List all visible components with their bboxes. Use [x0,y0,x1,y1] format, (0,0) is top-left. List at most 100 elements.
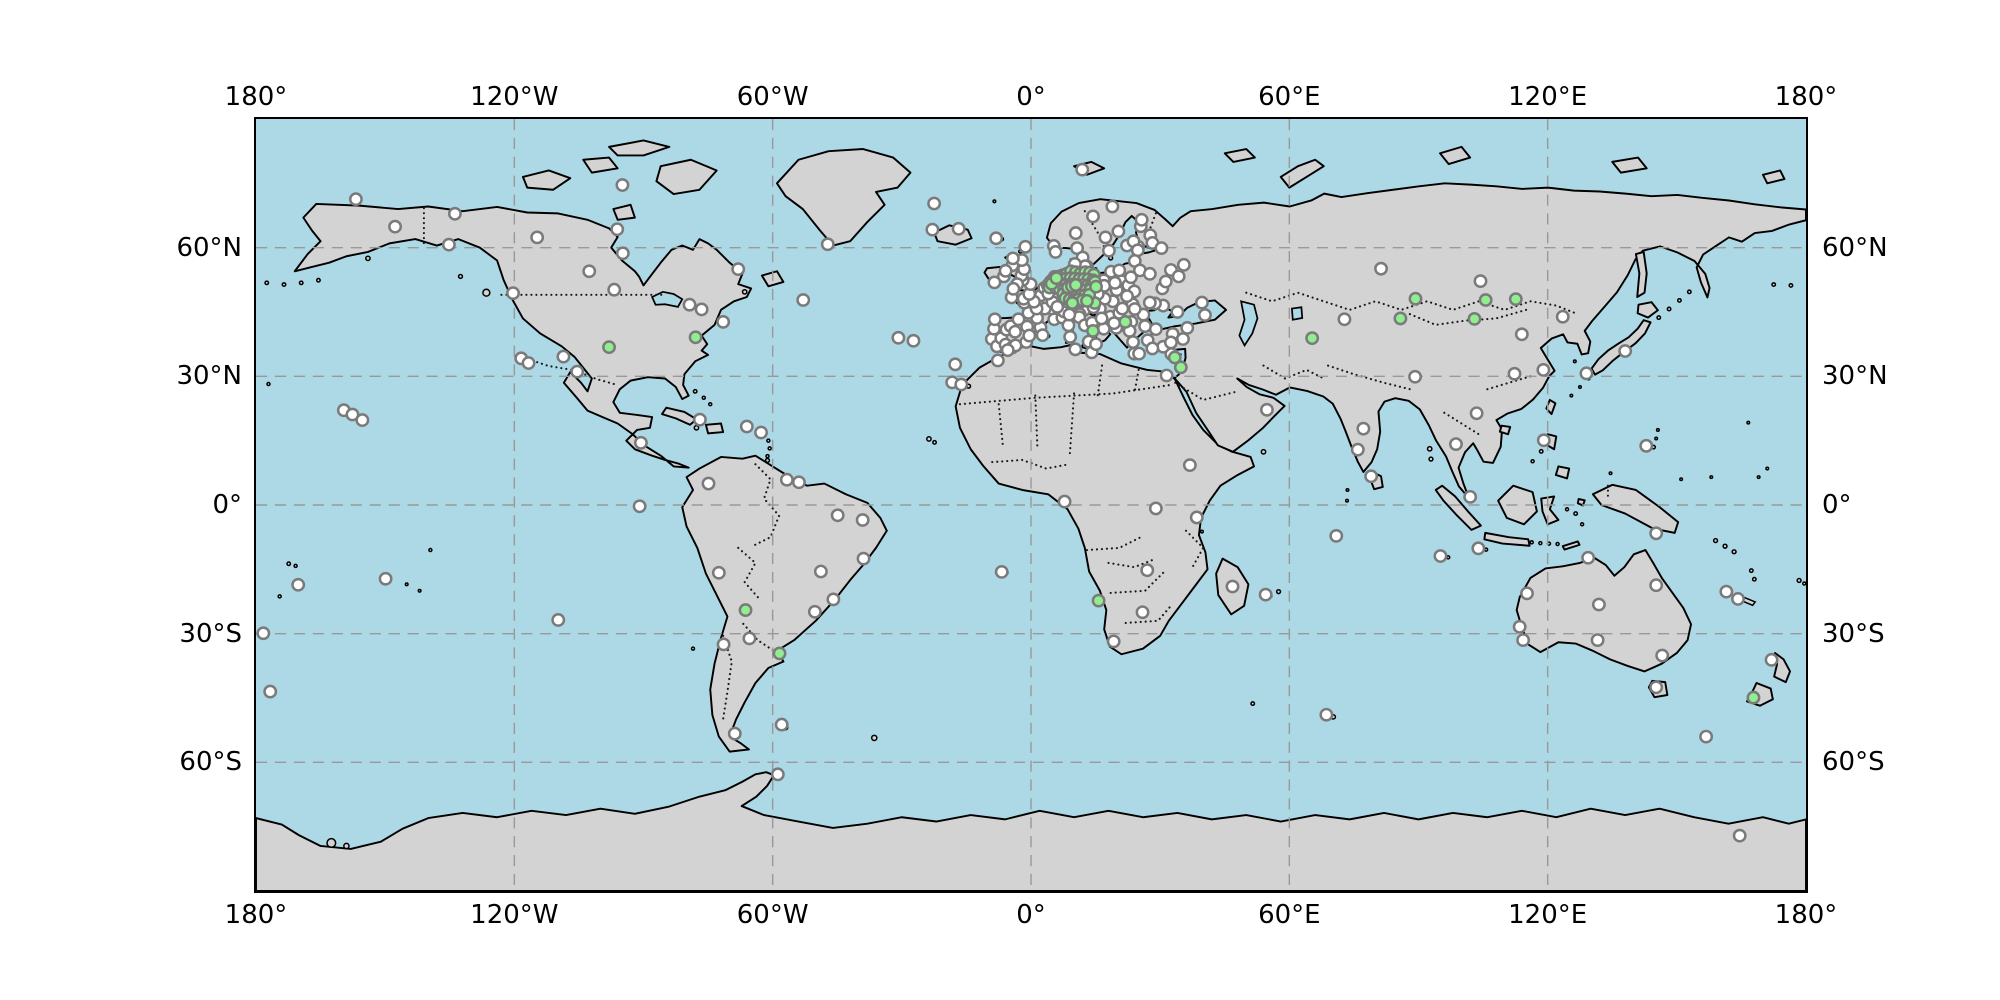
stations-white-marker [1148,501,1163,516]
stations-white-marker [551,613,566,627]
stations-white-marker [378,571,393,586]
stations-white-marker [742,631,757,646]
landmass-new-guinea [1591,483,1680,534]
stations-white-marker [1170,305,1185,319]
landmass-novaya-zemlya [1279,158,1325,189]
stations-green-marker [1080,293,1094,308]
stations-white-marker [1120,289,1134,304]
stations-white-marker [1068,342,1083,357]
stations-white-marker [1132,346,1147,361]
stations-white-marker [1171,269,1186,284]
stations-white-marker [1473,274,1488,289]
stations-white-marker [582,264,597,279]
stations-white-marker [1075,162,1090,177]
stations-white-marker [1105,199,1120,214]
stations-white-marker [1000,343,1015,358]
stations-white-marker [1507,366,1522,381]
stations-white-marker [1135,605,1150,620]
lat-tick-label-left: 30°S [179,618,242,649]
stations-white-marker [948,357,963,372]
stations-white-marker [796,293,811,307]
stations-white-marker [754,425,768,440]
stations-white-marker [1520,586,1534,601]
lon-tick-label-top: 120°W [470,82,559,112]
stations-white-marker [355,413,370,427]
stations-white-marker [891,330,906,345]
landmass-devon-island [582,156,619,174]
stations-green-marker [1467,311,1482,326]
stations-white-marker [927,196,942,211]
stations-green-marker [1065,296,1080,310]
stations-white-marker [716,314,731,329]
stations-white-marker [813,564,828,579]
stations-white-marker [1731,592,1745,606]
landmass-hispaniola [704,422,725,435]
stations-white-marker [1329,528,1344,543]
caspian-sea [1238,300,1259,348]
stations-white-marker [1112,263,1127,278]
stations-green-marker [1173,360,1188,375]
landmass-antarctica [256,771,1806,891]
stations-white-marker [388,219,403,234]
stations-white-marker [1356,421,1371,436]
stations-white-marker [1579,366,1594,381]
stations-white-marker [1108,275,1122,290]
stations-white-marker [506,286,520,301]
stations-white-marker [1115,301,1130,316]
stations-white-marker [739,419,754,434]
aral-sea [1290,306,1304,321]
stations-white-marker [1180,320,1195,335]
stations-white-marker [1555,309,1570,324]
stations-white-marker [990,353,1005,368]
stations-white-marker [632,499,647,514]
stations-white-marker [1719,584,1734,599]
stations-white-marker [1163,335,1178,350]
stations-white-marker [1159,368,1174,383]
stations-white-marker [1516,633,1531,648]
stations-white-marker [1639,438,1654,453]
lat-tick-label-left: 60°N [176,232,242,263]
stations-white-marker [701,476,716,491]
stations-white-marker [1449,437,1463,452]
lakes [650,290,1304,348]
landmass-new-siberian-islands [1611,156,1648,174]
stations-white-marker [951,221,966,236]
stations-white-marker [1319,707,1334,722]
stations-white-marker [906,333,921,348]
stations-white-marker [256,626,271,641]
landmass-sakhalin [1634,250,1648,298]
lon-tick-label-bottom: 120°W [470,900,559,930]
stations-green-marker [738,603,753,617]
stations-white-marker [994,565,1009,579]
landmass-southampton [612,203,636,221]
landmass-ellesmere [608,139,671,157]
stations-white-marker [989,231,1004,246]
stations-white-marker [1649,680,1664,695]
stations-white-marker [1176,257,1191,272]
stations-green-marker [1068,278,1083,292]
stations-white-marker [1176,332,1190,346]
stations-white-marker [998,263,1013,278]
stations-white-marker [1536,362,1551,377]
stations-white-marker [633,435,648,450]
stations-white-marker [345,407,360,422]
landmass-franz-josef [1223,148,1256,163]
stations-white-marker [1699,729,1714,744]
stations-white-marker [1649,578,1664,593]
landmass-victoria-island [521,169,572,191]
landmass-severnaya-zemlya [1439,145,1472,165]
lon-tick-label-bottom: 60°E [1258,900,1321,930]
stations-green-marker [772,646,787,661]
stations-white-marker [447,206,462,221]
landmass-baffin-island [655,158,718,196]
lat-tick-label-left: 60°S [179,747,242,778]
stations-green-marker [1393,311,1408,326]
stations-white-marker [1433,549,1448,563]
lat-tick-label-right: 60°S [1822,747,1885,778]
stations-white-marker [1068,226,1083,240]
stations-white-marker [1364,469,1379,484]
stations-white-marker [607,282,622,297]
stations-white-marker [855,513,870,527]
landmass-hainan [1498,424,1512,436]
stations-white-marker [615,178,630,192]
